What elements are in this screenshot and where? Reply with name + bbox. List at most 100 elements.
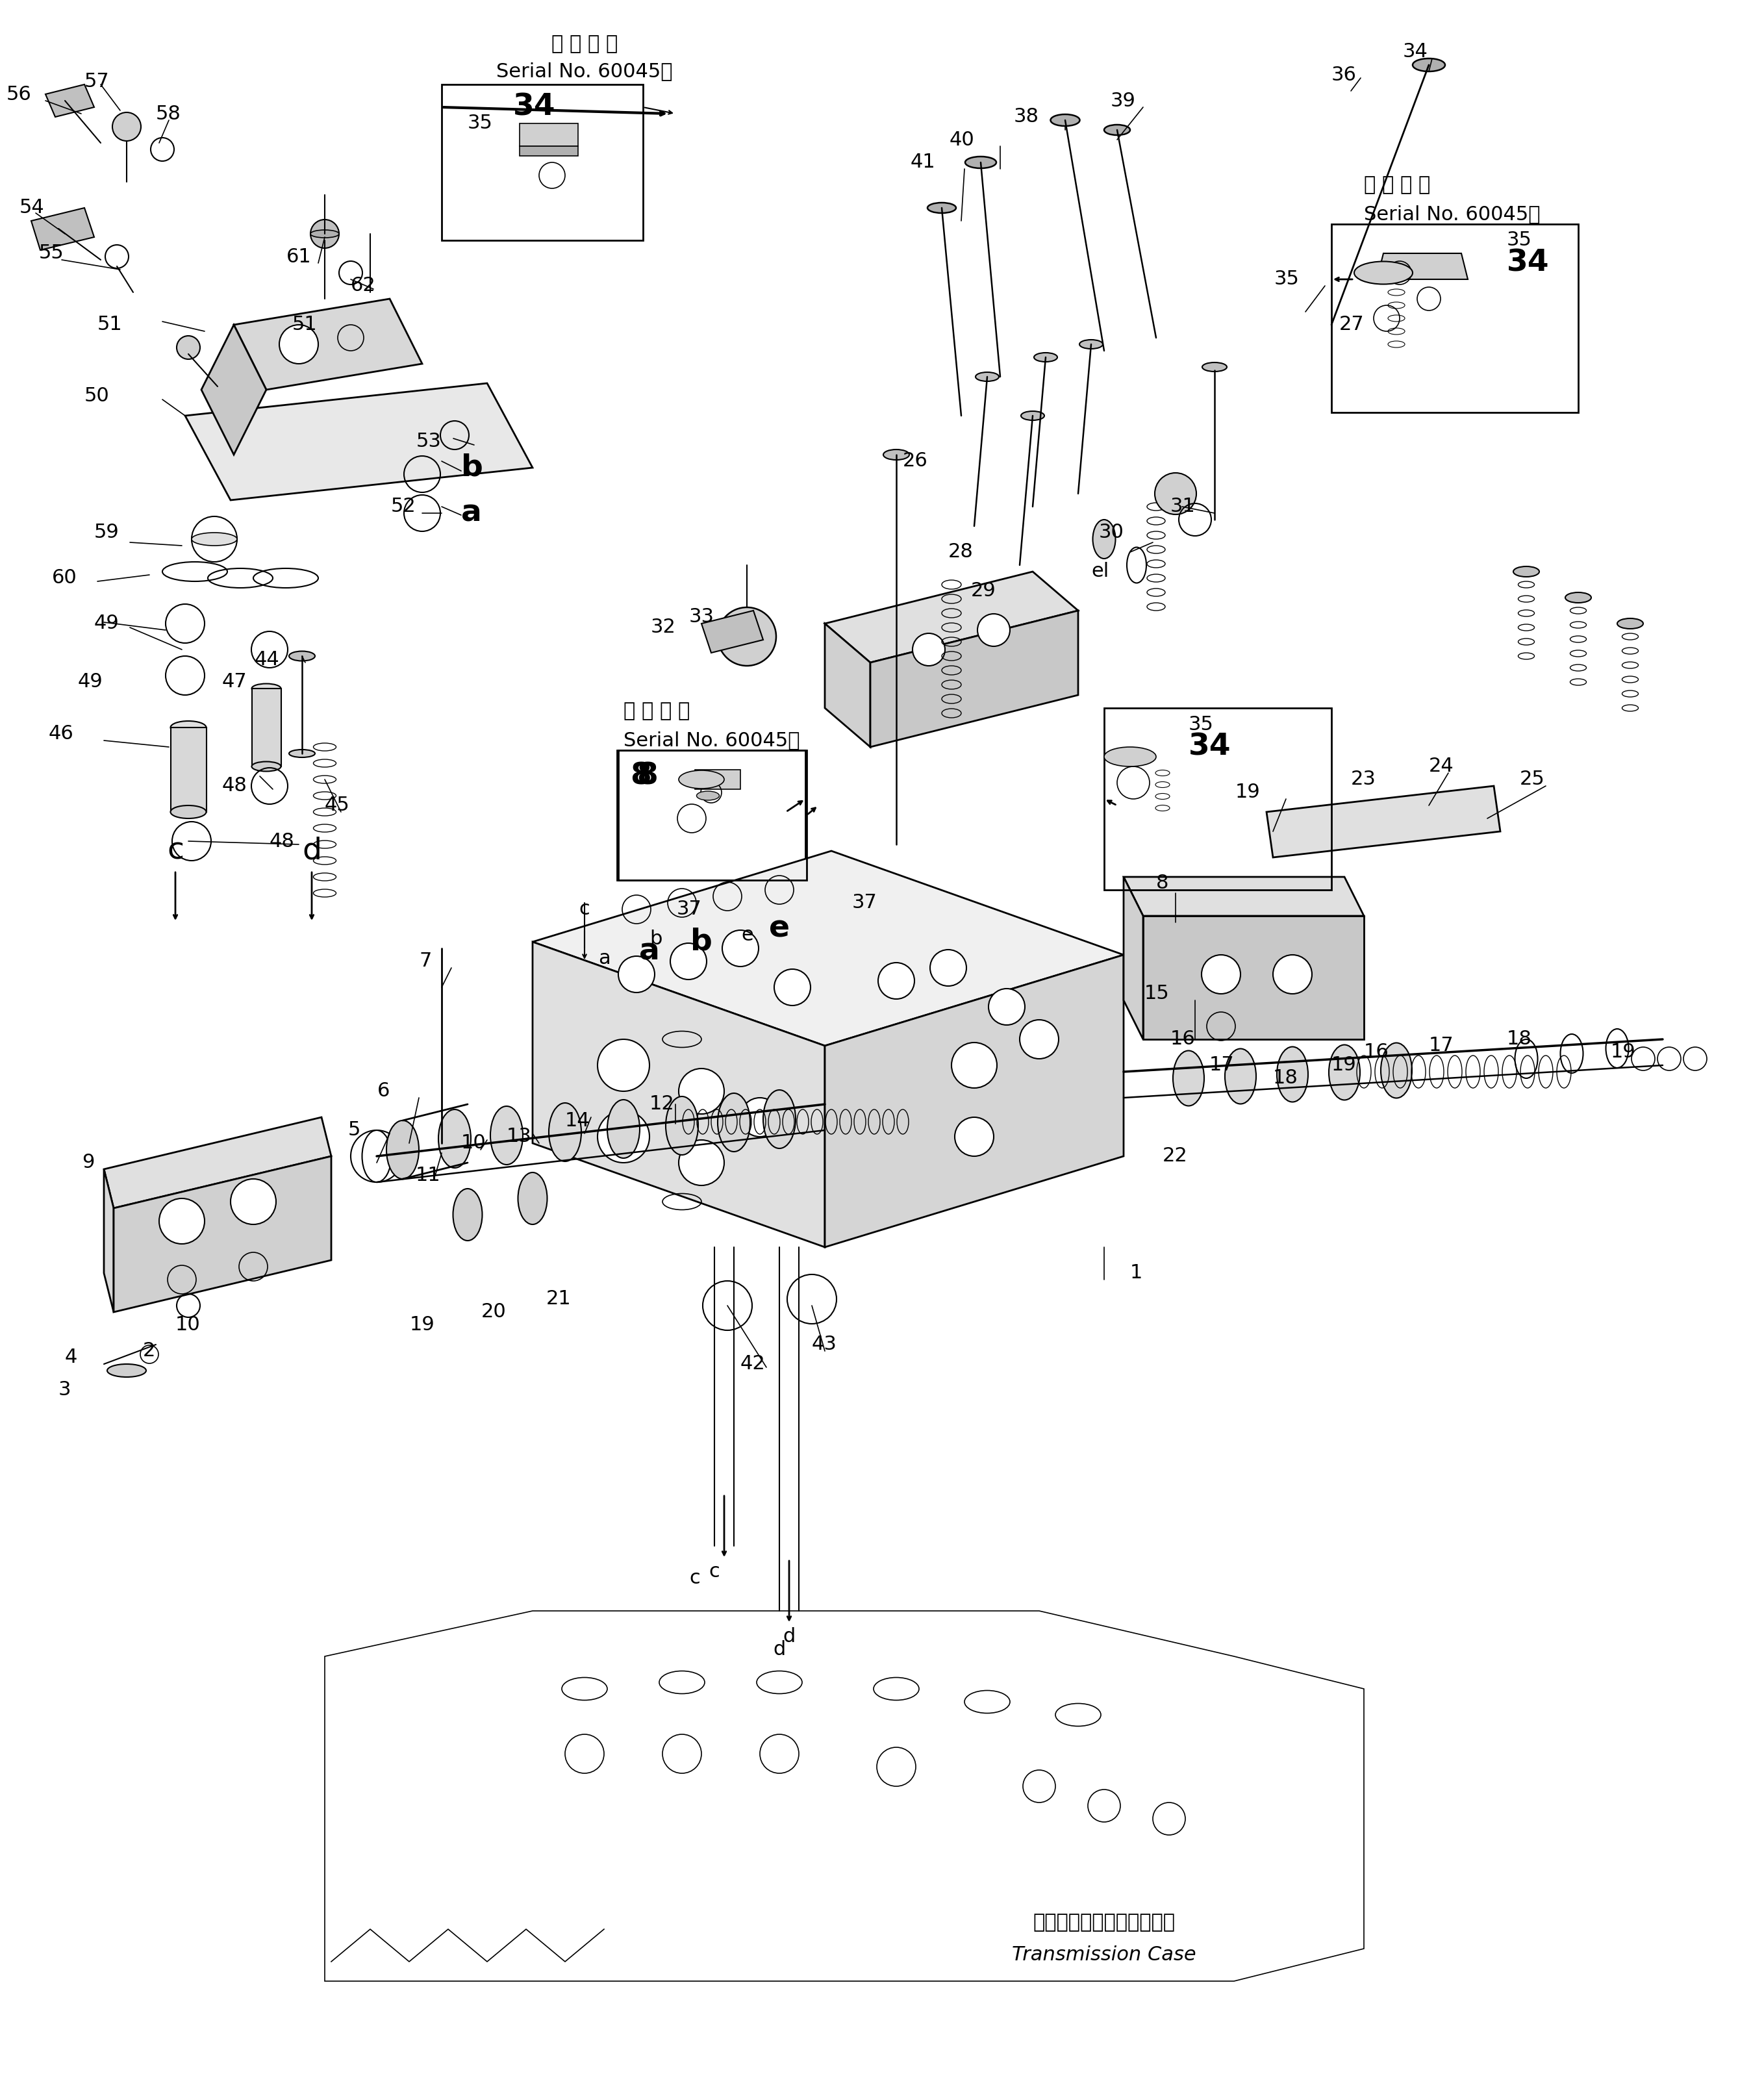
Ellipse shape bbox=[1226, 1048, 1255, 1105]
Text: 61: 61 bbox=[287, 248, 312, 267]
Ellipse shape bbox=[1276, 1046, 1308, 1103]
Text: 35: 35 bbox=[1273, 271, 1299, 288]
Circle shape bbox=[954, 1117, 995, 1157]
Ellipse shape bbox=[170, 806, 207, 819]
Text: 20: 20 bbox=[482, 1302, 506, 1321]
Ellipse shape bbox=[438, 1109, 471, 1168]
Ellipse shape bbox=[883, 449, 909, 460]
Text: 34: 34 bbox=[1508, 248, 1550, 277]
Text: Serial No. 60045～: Serial No. 60045～ bbox=[496, 63, 672, 82]
Ellipse shape bbox=[490, 1107, 524, 1166]
Text: 18: 18 bbox=[1508, 1029, 1532, 1048]
Text: 9: 9 bbox=[82, 1153, 95, 1172]
Text: 10: 10 bbox=[461, 1134, 487, 1153]
Text: Serial No. 60045～: Serial No. 60045～ bbox=[1364, 206, 1541, 225]
Text: b: b bbox=[690, 928, 713, 956]
Text: 45: 45 bbox=[324, 796, 350, 815]
Text: 52: 52 bbox=[390, 498, 415, 517]
Circle shape bbox=[310, 220, 340, 248]
Ellipse shape bbox=[928, 204, 956, 212]
Ellipse shape bbox=[665, 1096, 699, 1155]
Text: 25: 25 bbox=[1520, 771, 1544, 790]
Ellipse shape bbox=[454, 1189, 482, 1241]
Bar bbox=[252, 689, 282, 766]
Text: 55: 55 bbox=[39, 244, 65, 262]
Ellipse shape bbox=[518, 1172, 546, 1224]
Text: 19: 19 bbox=[1234, 783, 1261, 802]
Polygon shape bbox=[235, 298, 422, 391]
Text: 18: 18 bbox=[1273, 1069, 1297, 1088]
Polygon shape bbox=[825, 571, 1079, 662]
Text: 16: 16 bbox=[1364, 1044, 1389, 1063]
Text: e: e bbox=[741, 926, 753, 945]
Text: 44: 44 bbox=[254, 649, 278, 668]
Polygon shape bbox=[825, 956, 1124, 1247]
Text: 12: 12 bbox=[650, 1094, 674, 1113]
Ellipse shape bbox=[289, 651, 315, 662]
Text: a: a bbox=[599, 949, 611, 968]
Ellipse shape bbox=[718, 1094, 749, 1151]
Text: 3: 3 bbox=[58, 1380, 72, 1399]
Text: 4: 4 bbox=[65, 1348, 77, 1367]
Text: 32: 32 bbox=[650, 617, 676, 636]
Text: 31: 31 bbox=[1170, 498, 1194, 517]
Text: 5: 5 bbox=[348, 1121, 361, 1140]
Text: 34: 34 bbox=[1189, 733, 1231, 762]
Text: 49: 49 bbox=[79, 672, 103, 691]
Text: 39: 39 bbox=[1110, 90, 1136, 109]
Polygon shape bbox=[1376, 254, 1467, 279]
Bar bbox=[520, 124, 578, 147]
Circle shape bbox=[930, 949, 967, 987]
Circle shape bbox=[679, 1069, 725, 1113]
Circle shape bbox=[112, 113, 140, 141]
Text: 38: 38 bbox=[1014, 107, 1038, 126]
Circle shape bbox=[597, 1040, 650, 1092]
Text: 49: 49 bbox=[95, 613, 119, 632]
Polygon shape bbox=[825, 624, 870, 748]
Circle shape bbox=[721, 930, 758, 966]
Ellipse shape bbox=[1413, 59, 1445, 71]
Text: 33: 33 bbox=[690, 607, 714, 626]
Polygon shape bbox=[532, 941, 825, 1247]
Text: 35: 35 bbox=[468, 113, 492, 132]
Ellipse shape bbox=[763, 1090, 795, 1149]
Text: 50: 50 bbox=[84, 386, 110, 405]
Text: 40: 40 bbox=[949, 130, 974, 149]
Ellipse shape bbox=[1035, 353, 1058, 361]
Text: 53: 53 bbox=[417, 433, 441, 451]
Ellipse shape bbox=[310, 229, 340, 237]
Ellipse shape bbox=[289, 750, 315, 758]
Ellipse shape bbox=[107, 1365, 145, 1378]
Ellipse shape bbox=[1173, 1050, 1205, 1107]
Circle shape bbox=[912, 634, 946, 666]
Text: c: c bbox=[166, 836, 184, 865]
Text: 54: 54 bbox=[19, 197, 46, 216]
Text: 適 用 号 機: 適 用 号 機 bbox=[623, 701, 690, 720]
Polygon shape bbox=[1143, 916, 1364, 1040]
Text: el: el bbox=[1091, 563, 1108, 582]
Ellipse shape bbox=[1354, 260, 1413, 284]
Ellipse shape bbox=[1105, 124, 1129, 134]
Text: 21: 21 bbox=[546, 1289, 571, 1308]
Ellipse shape bbox=[1021, 412, 1044, 420]
Text: 19: 19 bbox=[410, 1317, 434, 1334]
Text: d: d bbox=[783, 1628, 795, 1646]
Bar bbox=[695, 771, 741, 790]
Ellipse shape bbox=[1051, 113, 1080, 126]
Bar bbox=[441, 84, 643, 239]
Text: a: a bbox=[461, 498, 482, 527]
Text: 46: 46 bbox=[49, 724, 74, 743]
Circle shape bbox=[671, 943, 707, 979]
Text: 17: 17 bbox=[1429, 1037, 1453, 1054]
Bar bbox=[618, 750, 807, 880]
Text: 35: 35 bbox=[1189, 714, 1213, 733]
Text: 24: 24 bbox=[1429, 758, 1453, 775]
Polygon shape bbox=[1124, 878, 1143, 1040]
Circle shape bbox=[177, 336, 200, 359]
Circle shape bbox=[1273, 956, 1311, 993]
Circle shape bbox=[1019, 1021, 1059, 1058]
Polygon shape bbox=[870, 611, 1079, 748]
Circle shape bbox=[278, 326, 319, 363]
Ellipse shape bbox=[387, 1121, 418, 1178]
Text: 56: 56 bbox=[5, 84, 32, 103]
